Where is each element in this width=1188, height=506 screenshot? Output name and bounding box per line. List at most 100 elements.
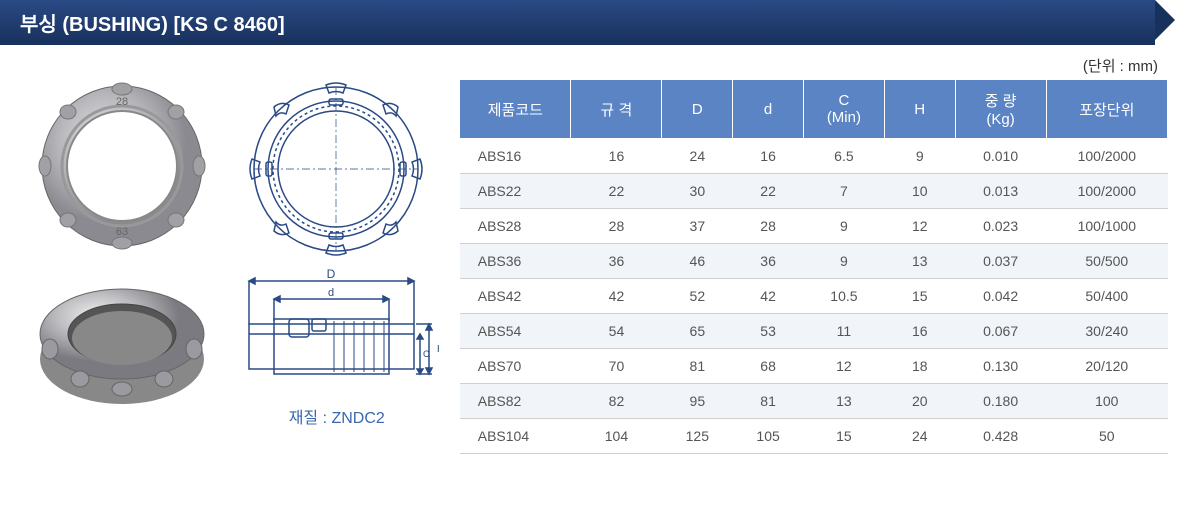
cell-C: 9 [803,244,884,279]
cell-code: ABS82 [460,384,571,419]
dim-D-label: D [327,269,336,281]
cell-H: 13 [884,244,955,279]
table-row: ABS161624166.590.010100/2000 [460,139,1168,174]
cell-C: 9 [803,209,884,244]
cell-C: 13 [803,384,884,419]
cell-D: 65 [662,314,733,349]
cell-C: 11 [803,314,884,349]
drawing-column: D d H C 재질 : ZNDC2 [234,79,439,428]
cell-code: ABS36 [460,244,571,279]
th-H: H [884,80,955,139]
cell-D: 125 [662,419,733,454]
table-row: ABS4242524210.5150.04250/400 [460,279,1168,314]
cell-D: 52 [662,279,733,314]
cell-weight: 0.428 [955,419,1046,454]
cell-code: ABS28 [460,209,571,244]
th-d: d [733,80,804,139]
th-weight: 중 량(Kg) [955,80,1046,139]
bushing-top-drawing [239,79,434,259]
cell-d: 42 [733,279,804,314]
cell-d: 36 [733,244,804,279]
cell-weight: 0.130 [955,349,1046,384]
th-C: C(Min) [803,80,884,139]
cell-code: ABS54 [460,314,571,349]
cell-d: 81 [733,384,804,419]
cell-H: 9 [884,139,955,174]
cell-weight: 0.067 [955,314,1046,349]
cell-d: 53 [733,314,804,349]
cell-H: 24 [884,419,955,454]
bushing-bottom-number: 63 [116,226,128,238]
cell-H: 15 [884,279,955,314]
dim-d-label: d [328,287,334,299]
cell-weight: 0.013 [955,174,1046,209]
cell-pkg: 100/2000 [1046,139,1167,174]
cell-H: 12 [884,209,955,244]
bushing-side-drawing: D d H C [234,269,439,389]
cell-code: ABS104 [460,419,571,454]
th-spec: 규 격 [571,80,662,139]
cell-weight: 0.180 [955,384,1046,419]
table-row: ABS363646369130.03750/500 [460,244,1168,279]
cell-spec: 36 [571,244,662,279]
spec-table-head: 제품코드 규 격 D d C(Min) H 중 량(Kg) 포장단위 [460,80,1168,139]
cell-weight: 0.042 [955,279,1046,314]
table-row: ABS222230227100.013100/2000 [460,174,1168,209]
cell-pkg: 100/1000 [1046,209,1167,244]
cell-D: 37 [662,209,733,244]
cell-code: ABS70 [460,349,571,384]
cell-D: 46 [662,244,733,279]
cell-C: 7 [803,174,884,209]
cell-H: 18 [884,349,955,384]
cell-code: ABS42 [460,279,571,314]
cell-H: 20 [884,384,955,419]
image-panel: 28 63 [20,79,439,454]
cell-spec: 42 [571,279,662,314]
page-title-text: 부싱 (BUSHING) [KS C 8460] [20,14,285,36]
bushing-top-number: 28 [116,96,128,108]
cell-spec: 104 [571,419,662,454]
cell-spec: 22 [571,174,662,209]
table-row: ABS282837289120.023100/1000 [460,209,1168,244]
cell-pkg: 30/240 [1046,314,1167,349]
cell-D: 30 [662,174,733,209]
top-images-row: 28 63 [20,79,439,428]
cell-D: 81 [662,349,733,384]
dim-H-label: H [437,344,439,355]
cell-d: 28 [733,209,804,244]
cell-D: 95 [662,384,733,419]
cell-C: 15 [803,419,884,454]
cell-d: 16 [733,139,804,174]
page-title-bar: 부싱 (BUSHING) [KS C 8460] [0,0,1155,45]
cell-d: 68 [733,349,804,384]
cell-H: 10 [884,174,955,209]
spec-table: 제품코드 규 격 D d C(Min) H 중 량(Kg) 포장단위 ABS16… [459,79,1168,454]
material-label: 재질 : ZNDC2 [289,404,385,428]
table-header-row: 제품코드 규 격 D d C(Min) H 중 량(Kg) 포장단위 [460,80,1168,139]
cell-weight: 0.010 [955,139,1046,174]
table-row: ABS10410412510515240.42850 [460,419,1168,454]
th-D: D [662,80,733,139]
content-area: 28 63 [0,79,1188,454]
cell-code: ABS22 [460,174,571,209]
table-row: ABS5454655311160.06730/240 [460,314,1168,349]
cell-spec: 70 [571,349,662,384]
bushing-top-photo: 28 63 [30,79,215,254]
cell-H: 16 [884,314,955,349]
cell-weight: 0.023 [955,209,1046,244]
th-code: 제품코드 [460,80,571,139]
cell-spec: 82 [571,384,662,419]
cell-spec: 28 [571,209,662,244]
cell-C: 12 [803,349,884,384]
cell-pkg: 50/400 [1046,279,1167,314]
cell-pkg: 50/500 [1046,244,1167,279]
cell-C: 6.5 [803,139,884,174]
cell-pkg: 20/120 [1046,349,1167,384]
cell-pkg: 50 [1046,419,1167,454]
cell-D: 24 [662,139,733,174]
spec-table-body: ABS161624166.590.010100/2000ABS222230227… [460,139,1168,454]
cell-spec: 54 [571,314,662,349]
cell-C: 10.5 [803,279,884,314]
cell-code: ABS16 [460,139,571,174]
photo-column: 28 63 [20,79,224,428]
